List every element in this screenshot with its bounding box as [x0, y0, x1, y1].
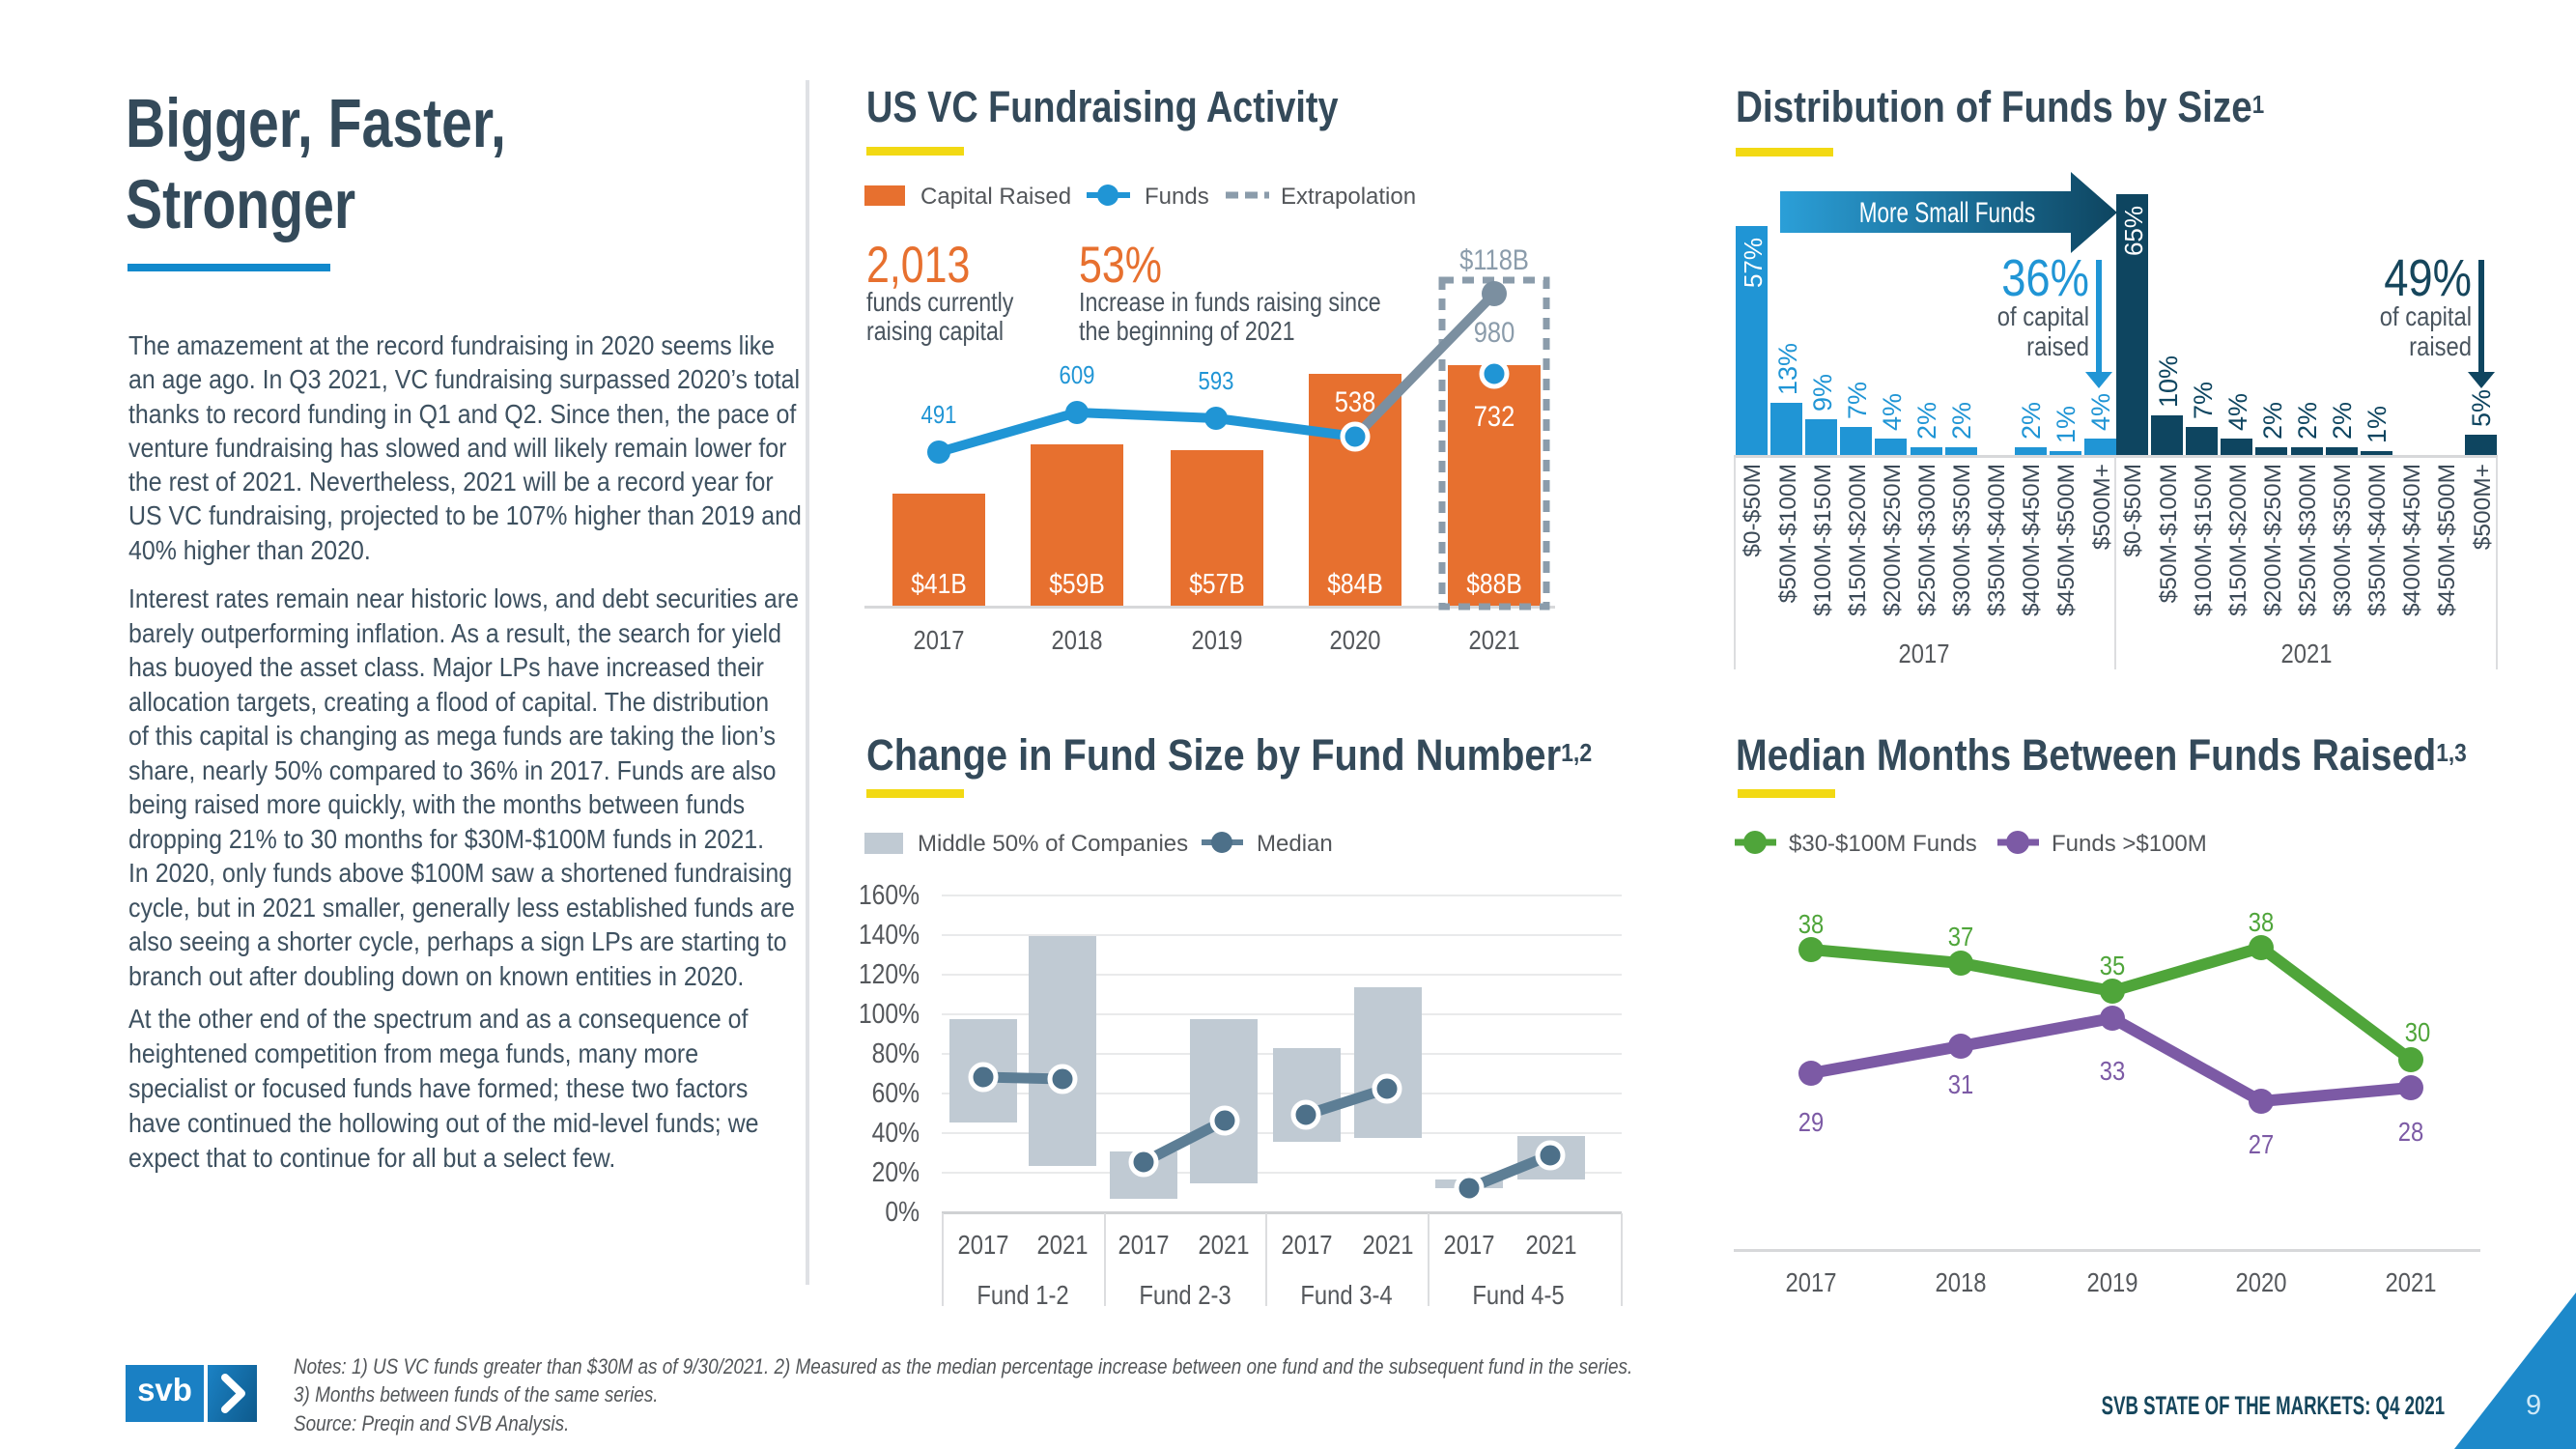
- svg-text:$100M-$150M: $100M-$150M: [1810, 464, 1836, 616]
- svg-text:$450M-$500M: $450M-$500M: [2434, 464, 2460, 616]
- svg-text:More Small Funds: More Small Funds: [1859, 196, 2035, 229]
- svg-text:$200M-$250M: $200M-$250M: [1880, 464, 1906, 616]
- svg-text:2%: 2%: [2017, 402, 2046, 440]
- svg-text:$400M-$450M: $400M-$450M: [2019, 464, 2045, 616]
- svg-text:4%: 4%: [2223, 393, 2252, 431]
- svg-text:$50M-$100M: $50M-$100M: [2156, 464, 2182, 603]
- svg-text:$350M-$400M: $350M-$400M: [1984, 464, 2010, 616]
- svg-text:$300M-$350M: $300M-$350M: [2330, 464, 2356, 616]
- svg-text:$50M-$100M: $50M-$100M: [1775, 464, 1801, 603]
- svg-text:$250M-$300M: $250M-$300M: [1914, 464, 1940, 616]
- svg-text:2%: 2%: [2293, 402, 2322, 440]
- svg-text:$200M-$250M: $200M-$250M: [2260, 464, 2286, 616]
- svg-text:7%: 7%: [1843, 382, 1872, 419]
- svg-text:5%: 5%: [2467, 389, 2496, 427]
- svg-text:$100M-$150M: $100M-$150M: [2191, 464, 2217, 616]
- svg-text:9%: 9%: [1808, 374, 1837, 412]
- svg-text:1%: 1%: [2363, 406, 2392, 443]
- svg-text:$0-$50M: $0-$50M: [1740, 464, 1766, 557]
- svg-text:2%: 2%: [1912, 402, 1941, 440]
- svg-text:$500M+: $500M+: [2089, 464, 2115, 550]
- svg-text:2%: 2%: [2258, 402, 2287, 440]
- svg-text:$350M-$400M: $350M-$400M: [2364, 464, 2391, 616]
- svg-text:4%: 4%: [1878, 393, 1907, 431]
- svg-text:2%: 2%: [1947, 402, 1976, 440]
- svg-text:9: 9: [2526, 1390, 2541, 1421]
- svg-text:7%: 7%: [2189, 382, 2218, 419]
- svg-text:$150M-$200M: $150M-$200M: [2225, 464, 2251, 616]
- svg-text:$250M-$300M: $250M-$300M: [2295, 464, 2321, 616]
- svg-text:$400M-$450M: $400M-$450M: [2399, 464, 2425, 616]
- svg-text:10%: 10%: [2154, 355, 2183, 408]
- svg-text:2%: 2%: [2328, 402, 2357, 440]
- svg-text:$0-$50M: $0-$50M: [2120, 464, 2146, 557]
- svg-text:65%: 65%: [2119, 206, 2148, 256]
- svg-text:4%: 4%: [2086, 393, 2115, 431]
- svg-text:13%: 13%: [1773, 343, 1802, 395]
- svg-text:57%: 57%: [1739, 238, 1768, 288]
- svg-text:$300M-$350M: $300M-$350M: [1949, 464, 1975, 616]
- svg-text:$150M-$200M: $150M-$200M: [1845, 464, 1871, 616]
- svg-text:$500M+: $500M+: [2470, 464, 2496, 550]
- svg-text:1%: 1%: [2052, 406, 2081, 443]
- svg-text:$450M-$500M: $450M-$500M: [2053, 464, 2080, 616]
